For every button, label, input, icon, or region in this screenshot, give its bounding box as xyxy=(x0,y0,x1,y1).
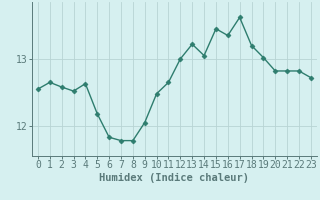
X-axis label: Humidex (Indice chaleur): Humidex (Indice chaleur) xyxy=(100,173,249,183)
